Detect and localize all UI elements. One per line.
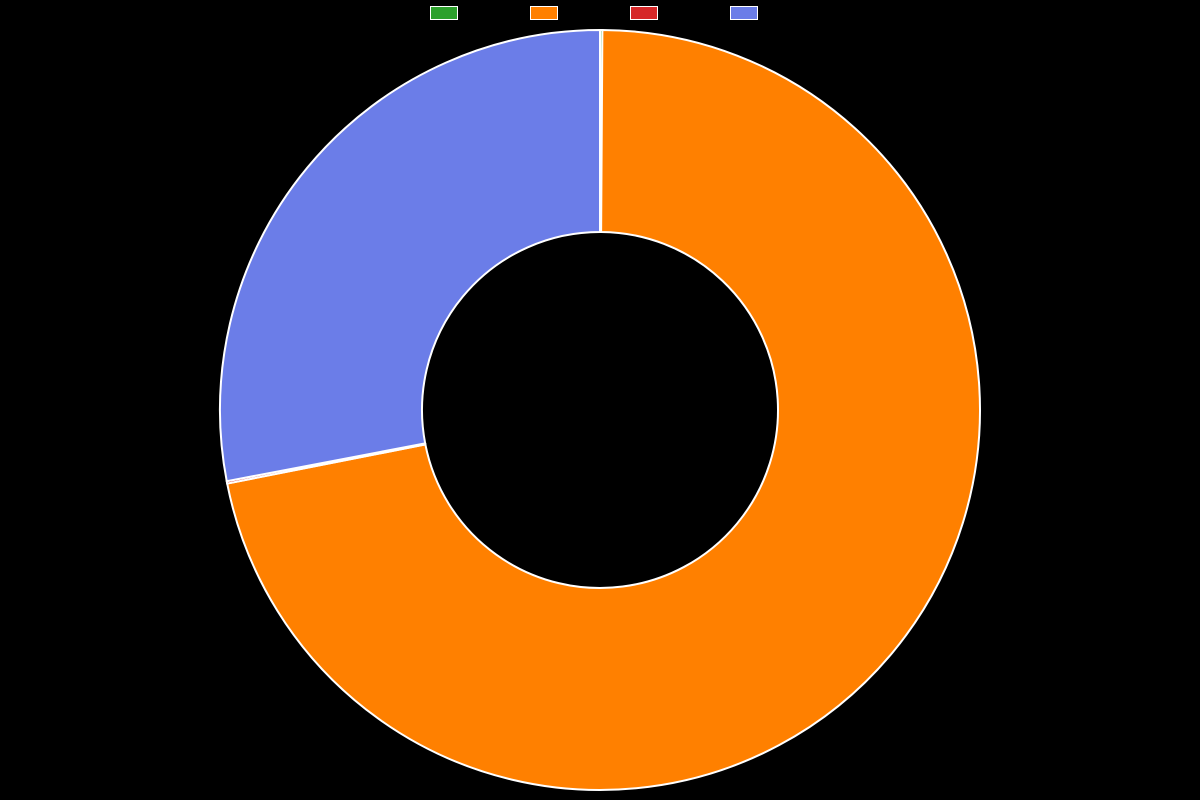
legend-swatch (530, 6, 558, 20)
legend-item (730, 6, 770, 20)
legend-swatch (630, 6, 658, 20)
legend-label (766, 6, 770, 20)
legend-label (666, 6, 670, 20)
legend-item (530, 6, 570, 20)
donut-chart (0, 0, 1200, 800)
legend (0, 6, 1200, 20)
legend-swatch (730, 6, 758, 20)
legend-label (466, 6, 470, 20)
legend-label (566, 6, 570, 20)
legend-swatch (430, 6, 458, 20)
donut-slice (220, 30, 600, 481)
chart-stage (0, 0, 1200, 800)
legend-item (630, 6, 670, 20)
legend-item (430, 6, 470, 20)
